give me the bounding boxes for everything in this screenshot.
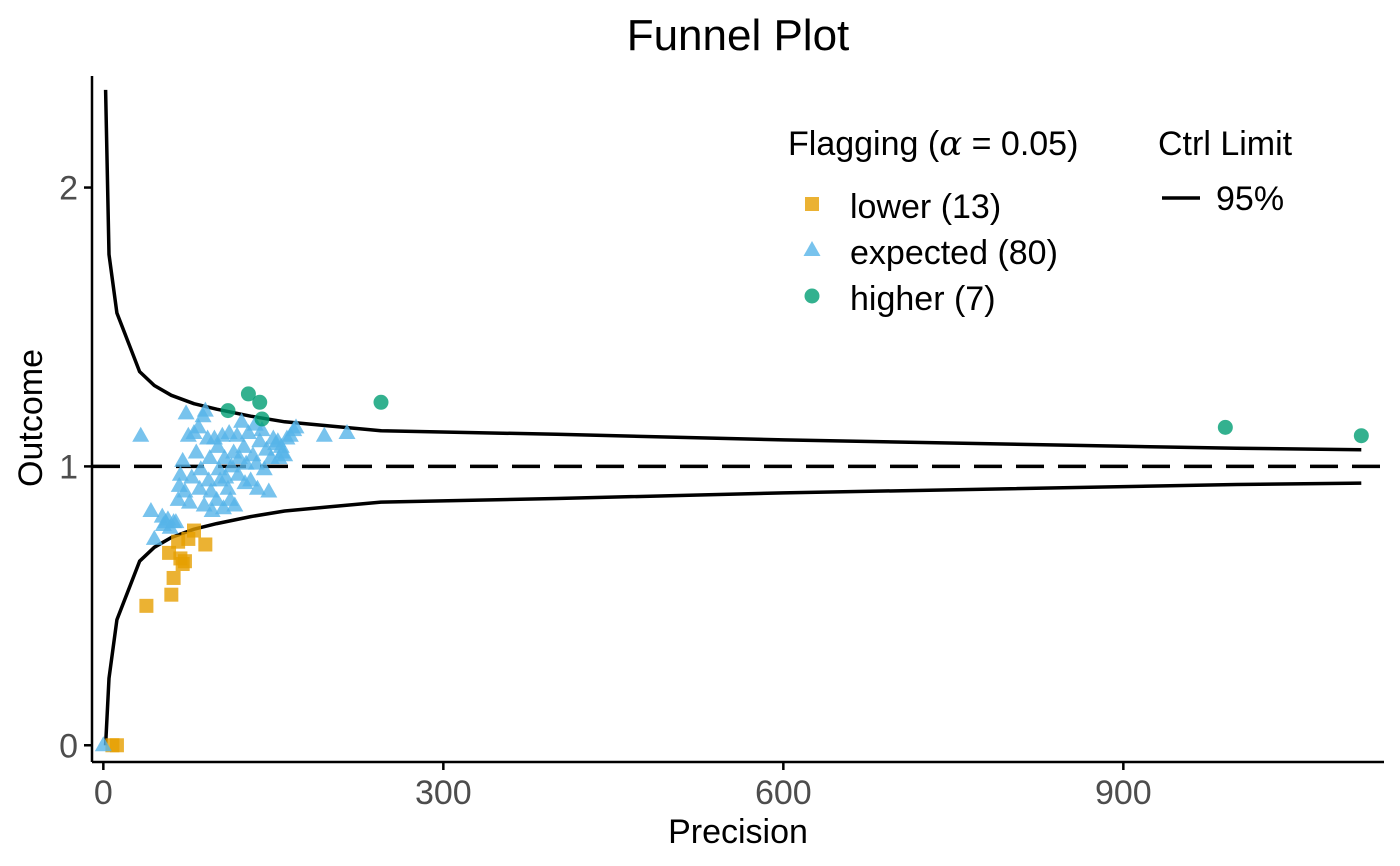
data-point-expected — [260, 482, 278, 498]
data-point-lower — [198, 537, 213, 552]
y-axis-title: Outcome — [12, 349, 50, 487]
y-tick-label: 2 — [59, 170, 78, 208]
x-tick-label: 300 — [415, 774, 472, 812]
legend-key-higher — [804, 288, 820, 304]
data-point-higher — [220, 403, 236, 419]
legend-key-expected — [803, 241, 821, 256]
legend-ctrl-limit-title: Ctrl Limit — [1158, 125, 1293, 163]
legend-label-lower: lower (13) — [850, 188, 1001, 226]
data-point-expected — [142, 502, 160, 518]
data-point-expected — [174, 451, 192, 467]
data-point-expected — [217, 468, 235, 484]
data-point-lower — [162, 545, 177, 560]
data-points — [94, 386, 1369, 753]
x-tick-label: 600 — [755, 774, 812, 812]
data-point-higher — [240, 386, 256, 402]
data-point-higher — [254, 411, 270, 427]
data-point-expected — [183, 468, 201, 484]
data-point-expected — [210, 460, 228, 476]
data-point-higher — [252, 394, 268, 410]
data-point-lower — [109, 738, 124, 753]
data-point-expected — [132, 426, 150, 442]
x-tick-label: 900 — [1095, 774, 1152, 812]
data-point-expected — [216, 449, 234, 465]
x-tick-label: 0 — [94, 774, 113, 812]
legend-label-higher: higher (7) — [850, 280, 996, 318]
chart-title: Funnel Plot — [627, 11, 850, 60]
alpha-symbol: α — [939, 124, 962, 164]
data-point-expected — [233, 412, 251, 428]
legend-flagging: Flagging (α = 0.05) lower (13) expected (… — [788, 124, 1078, 318]
y-tick-label: 1 — [59, 448, 78, 486]
data-point-expected — [338, 423, 356, 439]
data-point-expected — [180, 493, 198, 509]
legend-key-lower — [805, 197, 819, 211]
data-point-higher — [373, 394, 389, 410]
data-point-expected — [200, 471, 218, 487]
data-point-expected — [287, 418, 305, 434]
legend-ctrl-limit: Ctrl Limit 95% — [1158, 125, 1293, 218]
legend-flagging-title: Flagging (α = 0.05) — [788, 124, 1078, 164]
y-axis-ticks: 0 1 2 — [59, 170, 92, 765]
y-tick-label: 0 — [59, 727, 78, 765]
x-axis-ticks: 0 300 600 900 — [94, 762, 1152, 812]
control-limits — [103, 89, 1362, 746]
data-point-expected — [248, 479, 266, 495]
legend-label-limit: 95% — [1216, 180, 1284, 218]
data-point-expected — [255, 460, 273, 476]
control-limit-lower-95 — [103, 481, 1362, 746]
data-point-higher — [1217, 419, 1233, 435]
data-point-expected — [176, 482, 194, 498]
plot-area — [92, 89, 1384, 753]
data-point-lower — [164, 587, 179, 602]
data-point-lower — [166, 570, 181, 585]
data-point-expected — [177, 404, 195, 420]
data-point-expected — [192, 460, 210, 476]
data-point-expected — [195, 496, 213, 512]
data-point-expected — [187, 443, 205, 459]
data-point-expected — [167, 513, 185, 529]
legend-label-expected: expected (80) — [850, 234, 1058, 272]
data-point-lower — [187, 523, 201, 538]
data-point-expected — [209, 437, 227, 453]
data-point-expected — [247, 454, 265, 470]
data-point-expected — [242, 471, 260, 487]
data-point-expected — [94, 736, 112, 752]
data-point-expected — [222, 457, 240, 473]
data-point-lower — [139, 598, 154, 613]
data-point-expected — [251, 432, 269, 448]
control-limit-upper-95 — [103, 89, 1362, 452]
data-point-expected — [315, 426, 333, 442]
data-point-expected — [208, 490, 226, 506]
data-point-lower — [177, 554, 192, 569]
x-axis-title: Precision — [668, 813, 808, 851]
data-point-expected — [226, 496, 244, 512]
data-point-expected — [169, 490, 187, 506]
data-point-expected — [276, 446, 294, 462]
data-point-expected — [253, 421, 271, 437]
data-point-expected — [229, 465, 247, 481]
data-point-expected — [190, 418, 208, 434]
data-point-expected — [239, 423, 257, 439]
data-point-expected — [171, 465, 189, 481]
data-point-expected — [235, 437, 253, 453]
data-point-higher — [1353, 428, 1369, 444]
data-point-expected — [219, 479, 237, 495]
data-point-expected — [201, 449, 219, 465]
data-point-expected — [191, 479, 209, 495]
data-point-expected — [196, 401, 214, 417]
data-point-expected — [145, 529, 163, 545]
